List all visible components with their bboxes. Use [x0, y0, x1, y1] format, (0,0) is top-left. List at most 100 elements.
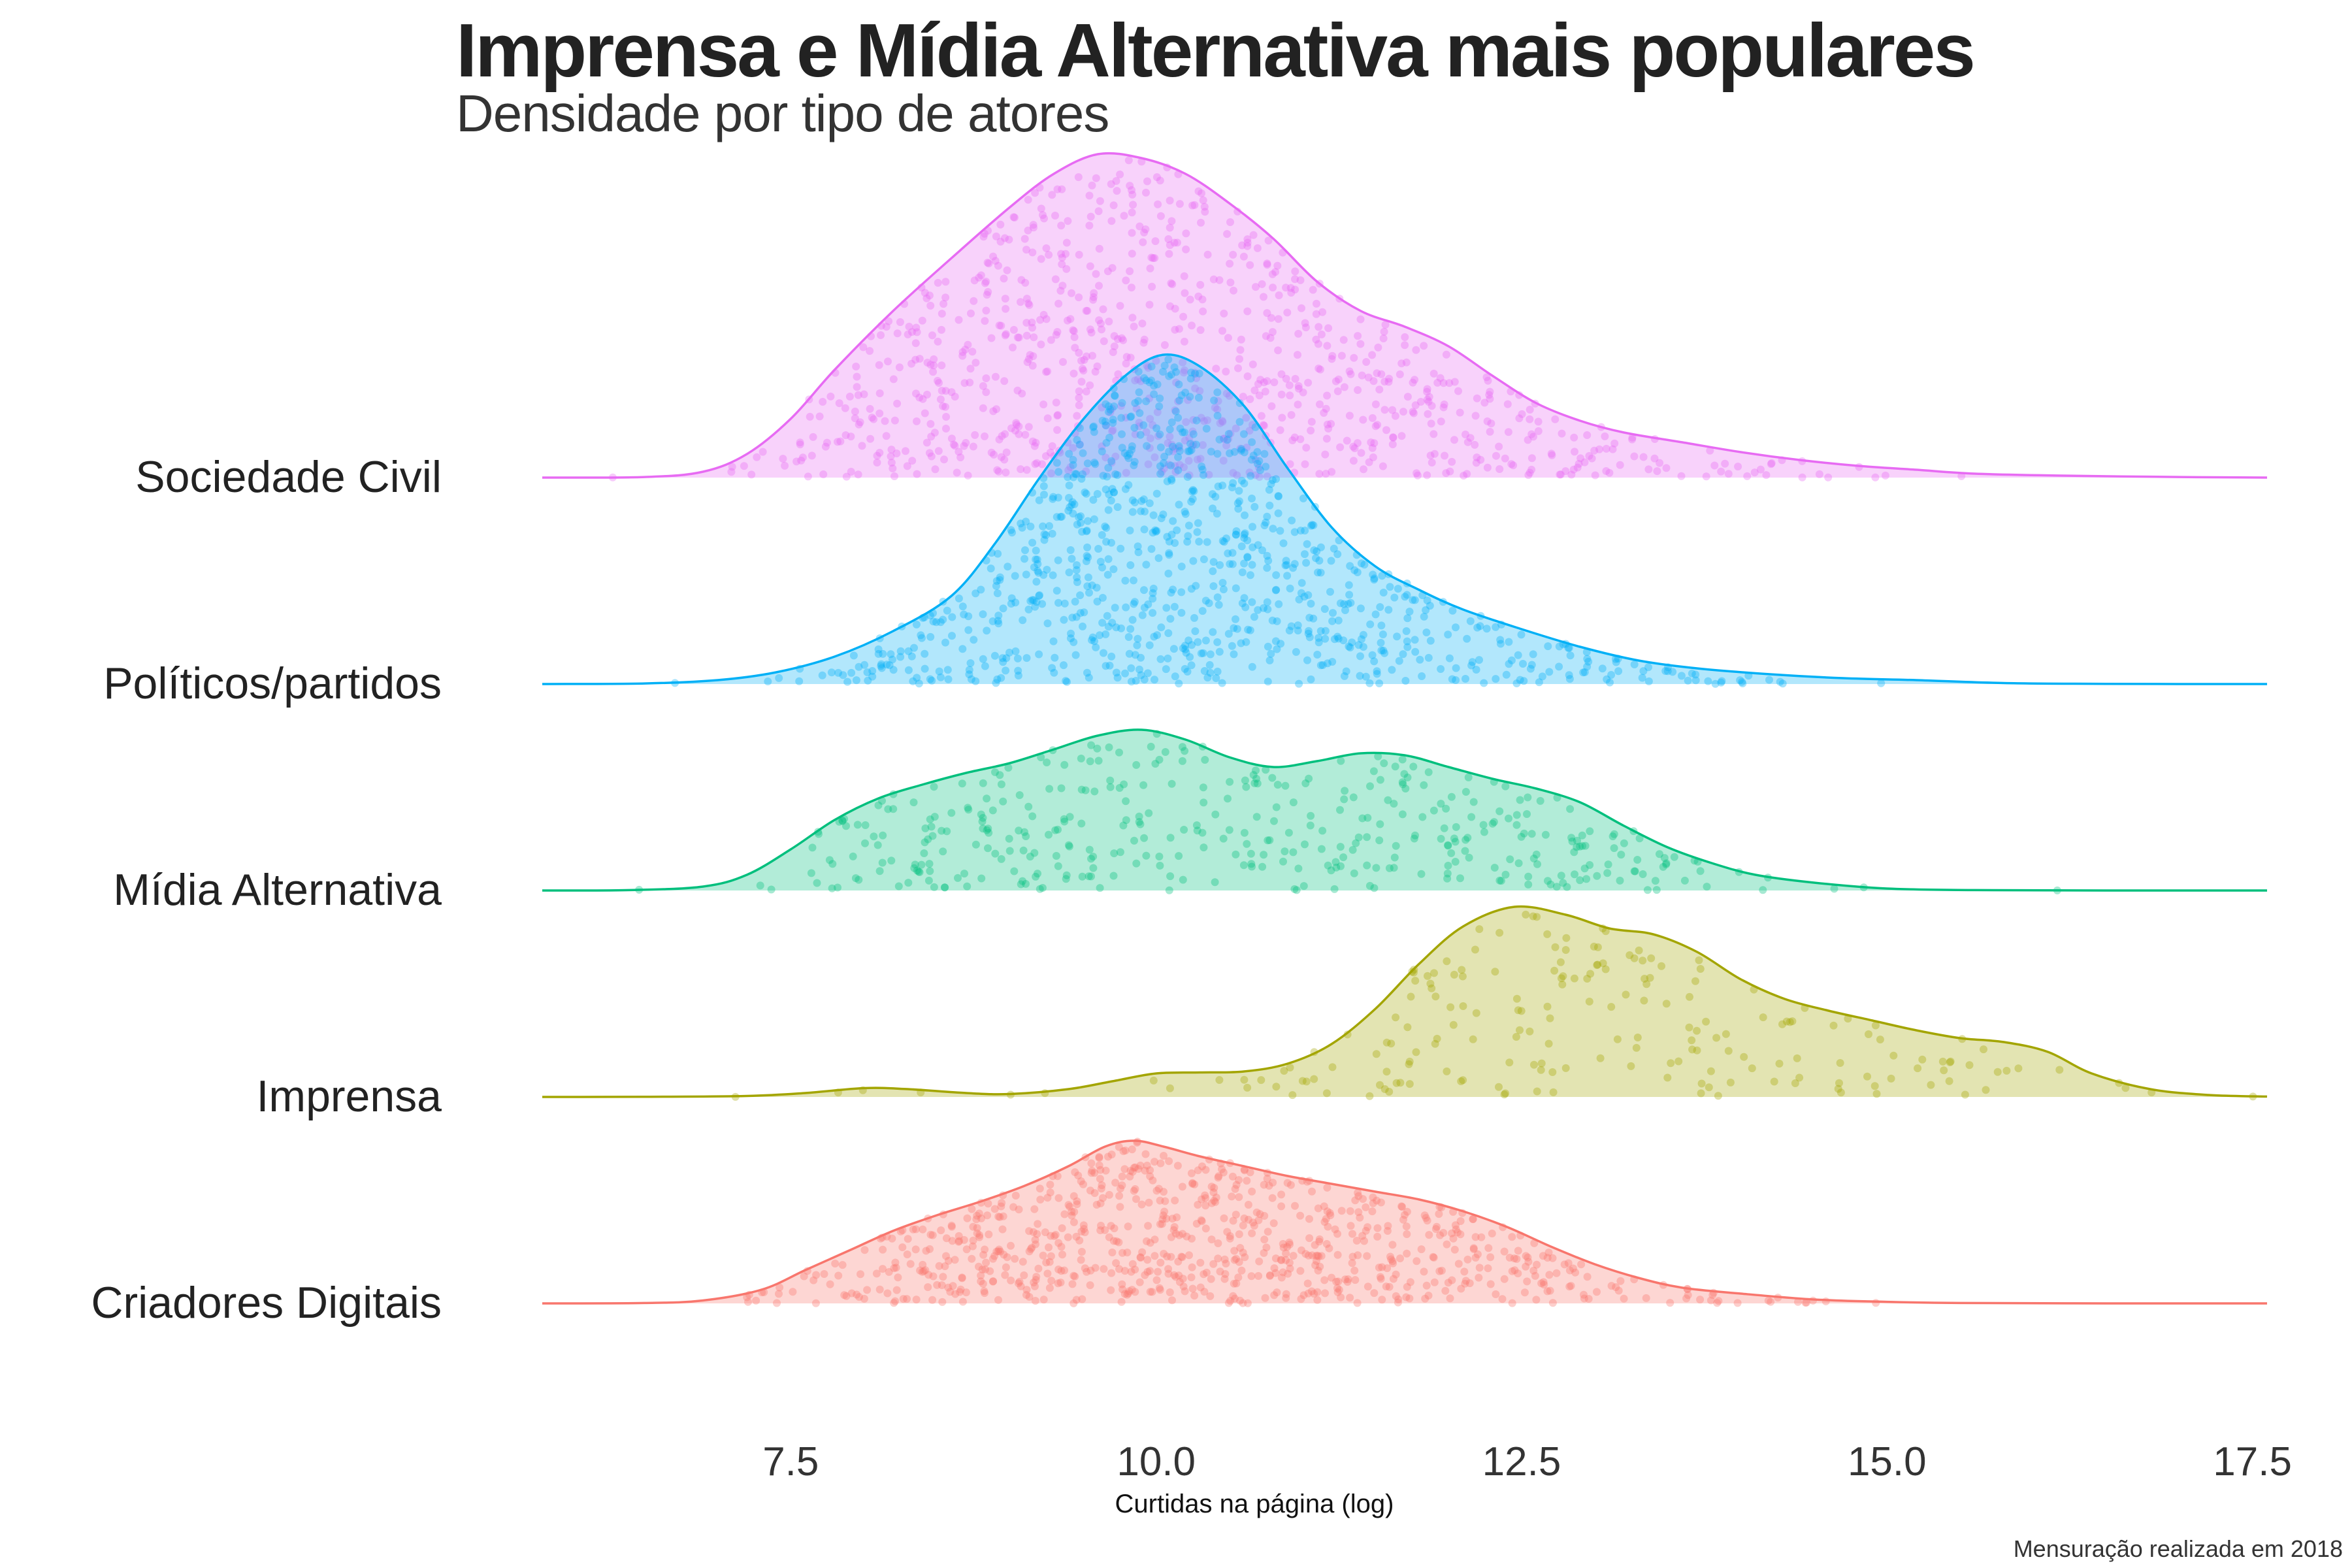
data-point [1872, 1090, 1881, 1098]
data-point [978, 817, 987, 826]
data-point [1248, 561, 1256, 569]
data-point [1641, 975, 1649, 983]
data-point [1026, 351, 1034, 359]
data-point [1104, 623, 1113, 631]
data-point [1505, 1058, 1514, 1067]
data-point [874, 801, 883, 809]
data-point [1214, 1254, 1222, 1263]
data-point [1490, 818, 1498, 826]
data-point [1306, 821, 1315, 830]
data-point [1172, 378, 1181, 387]
data-point [1120, 780, 1128, 789]
data-point [1240, 531, 1249, 539]
data-point [1396, 1254, 1404, 1263]
data-point [1022, 319, 1031, 327]
data-point [1135, 422, 1143, 431]
data-point [1105, 318, 1113, 326]
data-point [1218, 579, 1227, 587]
data-point [1219, 1168, 1228, 1177]
data-point [1388, 1257, 1397, 1266]
data-point [1049, 493, 1058, 501]
data-point [1865, 1030, 1872, 1038]
data-point [1576, 842, 1584, 851]
data-point [1398, 755, 1407, 764]
data-point [1089, 295, 1098, 304]
data-point [1436, 1231, 1445, 1239]
data-point [1373, 369, 1381, 378]
data-point [1072, 470, 1081, 478]
data-point [875, 449, 884, 457]
data-point [1224, 794, 1232, 803]
data-point [1254, 380, 1262, 388]
data-point [999, 604, 1007, 613]
data-point [1187, 1169, 1196, 1177]
data-point [981, 1266, 990, 1274]
data-point [887, 446, 896, 454]
data-point [1377, 646, 1386, 655]
data-point [1388, 1241, 1397, 1249]
data-point [1696, 965, 1705, 973]
data-point [1045, 1284, 1054, 1292]
data-point [1313, 651, 1322, 659]
data-point [1321, 627, 1330, 635]
data-point [1050, 1232, 1058, 1240]
data-point [936, 618, 945, 627]
data-point [927, 823, 936, 831]
data-point [918, 1267, 926, 1276]
data-point [1452, 1225, 1460, 1233]
data-point [893, 399, 902, 408]
data-point [1522, 1262, 1530, 1271]
data-point [941, 293, 950, 302]
data-point [1099, 472, 1107, 480]
data-point [1064, 1201, 1073, 1209]
data-point [1337, 1207, 1346, 1215]
data-point [1573, 463, 1582, 472]
data-point [996, 576, 1004, 584]
data-point [1156, 1159, 1165, 1168]
data-point [1102, 438, 1111, 447]
data-point [921, 649, 929, 658]
data-point [1130, 322, 1138, 331]
data-point [1359, 630, 1367, 639]
data-point [879, 831, 887, 840]
data-point [1373, 1196, 1381, 1205]
data-point [1168, 476, 1176, 485]
data-point [1601, 432, 1609, 440]
data-point [1539, 1278, 1548, 1286]
data-point [1170, 363, 1179, 372]
data-point [1119, 1249, 1126, 1257]
data-point [1109, 201, 1118, 210]
data-point [1163, 477, 1171, 485]
data-point [1095, 1154, 1103, 1162]
data-point [1370, 576, 1379, 584]
data-point [1213, 412, 1222, 420]
data-point [1053, 1172, 1062, 1181]
data-point [988, 806, 997, 815]
data-point [1533, 1087, 1541, 1096]
data-point [977, 1271, 985, 1280]
data-point [1552, 1269, 1561, 1277]
data-point [979, 1250, 988, 1259]
data-point [1398, 810, 1407, 819]
data-point [1175, 461, 1184, 469]
data-point [753, 453, 761, 461]
data-point [1599, 959, 1607, 968]
data-point [1315, 470, 1324, 478]
data-point [973, 1211, 981, 1220]
data-point [908, 457, 917, 465]
data-point [1662, 1000, 1671, 1008]
data-point [1373, 667, 1381, 676]
data-point [1105, 661, 1114, 670]
data-point [992, 405, 1000, 414]
data-point [1201, 1194, 1210, 1202]
data-point [1394, 1298, 1402, 1307]
data-point [903, 1295, 911, 1303]
data-point [1277, 390, 1286, 399]
data-point [1053, 513, 1061, 521]
data-point [1278, 414, 1286, 422]
ridge-line-politicos-partidos [542, 353, 2268, 685]
data-point [1565, 671, 1573, 679]
data-point [1039, 310, 1048, 319]
data-point [1106, 776, 1115, 785]
data-point [1276, 527, 1284, 535]
